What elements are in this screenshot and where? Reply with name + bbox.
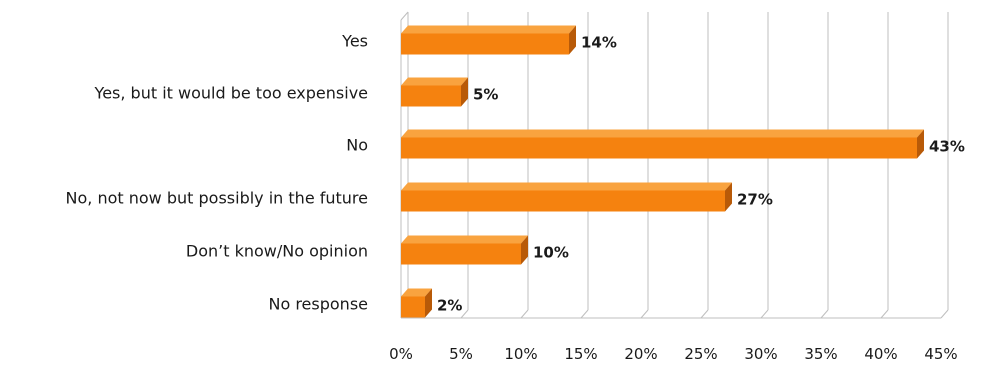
data-label: 5% (473, 86, 498, 104)
x-tick-label: 45% (924, 345, 957, 363)
x-axis-tick-labels: 0% 5% 10% 15% 20% 25% 30% 35% 40% 45% (389, 345, 958, 363)
x-tick-label: 10% (504, 345, 537, 363)
data-label: 14% (581, 34, 617, 52)
grid-line (760, 12, 769, 319)
category-label: No response (268, 295, 368, 314)
bar (401, 77, 468, 107)
x-tick-label: 35% (804, 345, 837, 363)
bar (401, 129, 924, 159)
data-label: 27% (737, 191, 773, 209)
data-label: 2% (437, 297, 462, 315)
data-label: 10% (533, 244, 569, 262)
x-tick-label: 20% (624, 345, 657, 363)
data-labels: 14% 5% 43% 27% 10% 2% (437, 34, 965, 315)
grid-line (580, 12, 589, 319)
x-tick-label: 30% (744, 345, 777, 363)
bars (401, 25, 924, 318)
x-tick-label: 15% (564, 345, 597, 363)
bar (401, 25, 576, 55)
bar (401, 182, 732, 212)
grid-line (520, 12, 529, 319)
x-tick-label: 0% (389, 345, 413, 363)
x-tick-label: 5% (449, 345, 473, 363)
data-label: 43% (929, 138, 965, 156)
grid-line (460, 12, 469, 319)
category-label: No, not now but possibly in the future (66, 189, 368, 208)
grid-line (940, 12, 949, 319)
grid-line (400, 12, 409, 319)
grid-line (820, 12, 829, 319)
bar (401, 235, 528, 265)
category-label: Yes, but it would be too expensive (94, 84, 368, 103)
grid-line (640, 12, 649, 319)
left-wall-top-edge (400, 11, 409, 21)
x-tick-label: 25% (684, 345, 717, 363)
grid-line (880, 12, 889, 319)
grid-line (700, 12, 709, 319)
bar (401, 288, 432, 318)
category-label: Yes (341, 32, 368, 51)
category-labels: Yes Yes, but it would be too expensive No N… (66, 32, 368, 314)
category-label: No (346, 136, 368, 155)
category-label: Don’t know/No opinion (186, 242, 368, 261)
x-tick-label: 40% (864, 345, 897, 363)
grid-lines (400, 11, 949, 319)
